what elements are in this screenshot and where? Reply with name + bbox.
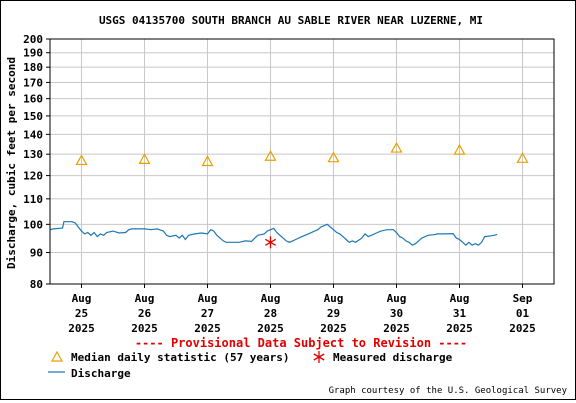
y-tick-label: 150 (23, 110, 43, 123)
legend: Median daily statistic (57 years) Measur… (48, 350, 453, 380)
y-tick-label: 110 (23, 193, 43, 206)
x-tick-label: Aug 29 2025 (320, 292, 347, 335)
y-tick-label: 140 (23, 128, 43, 141)
median-marker (390, 141, 403, 153)
median-marker (75, 154, 88, 166)
y-tick-label: 90 (30, 247, 43, 260)
median-marker (138, 153, 151, 164)
legend-measured-asterisk-icon (313, 351, 325, 363)
y-tick-label: 200 (23, 33, 43, 46)
legend-measured-label: Measured discharge (333, 351, 453, 364)
median-markers (75, 141, 529, 167)
y-tick-label: 130 (23, 148, 43, 161)
y-tick-label: 120 (23, 170, 43, 183)
x-tick-label: Aug 31 2025 (446, 292, 473, 335)
measured-marker (264, 236, 277, 249)
chart-title: USGS 04135700 SOUTH BRANCH AU SABLE RIVE… (99, 14, 483, 27)
y-tick-label: 180 (23, 61, 43, 74)
median-marker (264, 150, 277, 161)
y-tick-label: 190 (23, 47, 43, 60)
legend-median-label: Median daily statistic (57 years) (71, 351, 290, 364)
x-tick-label: Aug 25 2025 (68, 292, 95, 335)
plot-border (49, 38, 555, 285)
y-axis-label: Discharge, cubic feet per second (5, 57, 18, 269)
measured-markers (264, 236, 277, 249)
median-marker (327, 151, 340, 163)
x-tick-label: Aug 30 2025 (383, 292, 410, 335)
x-tick-label: Aug 26 2025 (131, 292, 158, 335)
median-marker (201, 155, 214, 167)
legend-median-triangle-icon (50, 350, 64, 362)
provisional-note: ---- Provisional Data Subject to Revisio… (135, 336, 467, 350)
grid (46, 38, 554, 288)
x-tick-label: Sep 01 2025 (509, 292, 536, 335)
median-marker (516, 152, 529, 163)
y-tick-label: 80 (30, 278, 43, 291)
x-tick-label: Aug 27 2025 (194, 292, 221, 335)
x-tick-label: Aug 28 2025 (257, 292, 284, 335)
legend-discharge-label: Discharge (71, 367, 131, 380)
discharge-series (49, 221, 498, 247)
median-marker (453, 143, 466, 155)
y-tick-label: 160 (23, 93, 43, 106)
discharge-line (49, 221, 498, 247)
x-tick-labels: Aug 25 2025 Aug 26 2025 Aug 27 2025 Aug 28 2025 Aug 2… (68, 292, 536, 335)
y-tick-label: 100 (23, 218, 43, 231)
credit-text: Graph courtesy of the U.S. Geological Su… (329, 386, 568, 396)
y-tick-label: 170 (23, 76, 43, 89)
